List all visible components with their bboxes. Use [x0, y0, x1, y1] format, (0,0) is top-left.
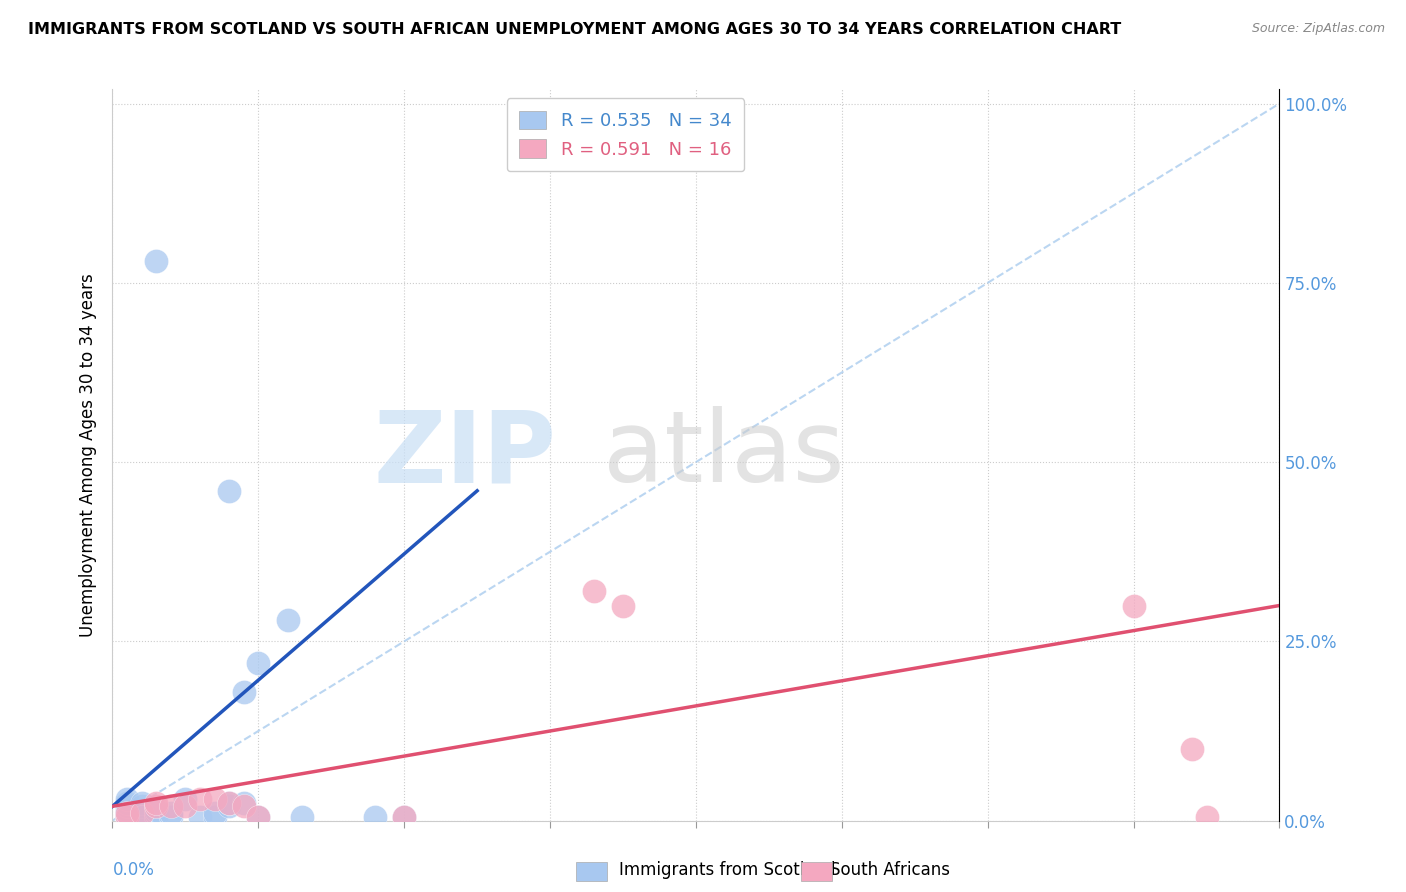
- Point: [174, 792, 197, 806]
- Point: [218, 483, 240, 498]
- Point: [115, 806, 138, 821]
- Text: IMMIGRANTS FROM SCOTLAND VS SOUTH AFRICAN UNEMPLOYMENT AMONG AGES 30 TO 34 YEARS: IMMIGRANTS FROM SCOTLAND VS SOUTH AFRICA…: [28, 22, 1122, 37]
- Text: South Africans: South Africans: [830, 861, 949, 879]
- Point: [145, 796, 167, 810]
- Point: [188, 810, 211, 824]
- Point: [160, 799, 183, 814]
- Point: [160, 810, 183, 824]
- Point: [131, 810, 153, 824]
- Text: Immigrants from Scotland: Immigrants from Scotland: [619, 861, 835, 879]
- Point: [131, 806, 153, 821]
- Point: [204, 792, 226, 806]
- Point: [115, 810, 138, 824]
- Point: [247, 656, 270, 670]
- Point: [188, 792, 211, 806]
- Point: [145, 799, 167, 814]
- Point: [394, 810, 416, 824]
- Text: Source: ZipAtlas.com: Source: ZipAtlas.com: [1251, 22, 1385, 36]
- Legend: R = 0.535   N = 34, R = 0.591   N = 16: R = 0.535 N = 34, R = 0.591 N = 16: [506, 98, 744, 171]
- Text: atlas: atlas: [603, 407, 844, 503]
- Point: [232, 799, 254, 814]
- Point: [1195, 810, 1218, 824]
- Point: [115, 792, 138, 806]
- Point: [131, 810, 153, 824]
- Point: [131, 803, 153, 817]
- Point: [115, 810, 138, 824]
- Point: [145, 254, 167, 268]
- Point: [115, 806, 138, 821]
- Point: [232, 796, 254, 810]
- Point: [131, 806, 153, 821]
- Point: [115, 808, 138, 822]
- Point: [204, 806, 226, 821]
- Point: [115, 796, 138, 810]
- Point: [1122, 599, 1144, 613]
- Point: [1181, 742, 1204, 756]
- Point: [218, 796, 240, 810]
- Point: [218, 799, 240, 814]
- Y-axis label: Unemployment Among Ages 30 to 34 years: Unemployment Among Ages 30 to 34 years: [79, 273, 97, 637]
- Point: [276, 613, 298, 627]
- Text: 0.0%: 0.0%: [112, 861, 155, 879]
- Text: ZIP: ZIP: [373, 407, 555, 503]
- Point: [145, 806, 167, 821]
- Point: [145, 810, 167, 824]
- Point: [115, 799, 138, 814]
- Point: [131, 799, 153, 814]
- Point: [145, 803, 167, 817]
- Point: [247, 810, 270, 824]
- Point: [582, 584, 605, 599]
- Point: [612, 599, 634, 613]
- Point: [394, 810, 416, 824]
- Point: [160, 806, 183, 821]
- Point: [364, 810, 387, 824]
- Point: [232, 684, 254, 698]
- Point: [131, 796, 153, 810]
- Point: [174, 799, 197, 814]
- Point: [218, 796, 240, 810]
- Point: [204, 810, 226, 824]
- Point: [115, 803, 138, 817]
- Point: [291, 810, 314, 824]
- Point: [247, 810, 270, 824]
